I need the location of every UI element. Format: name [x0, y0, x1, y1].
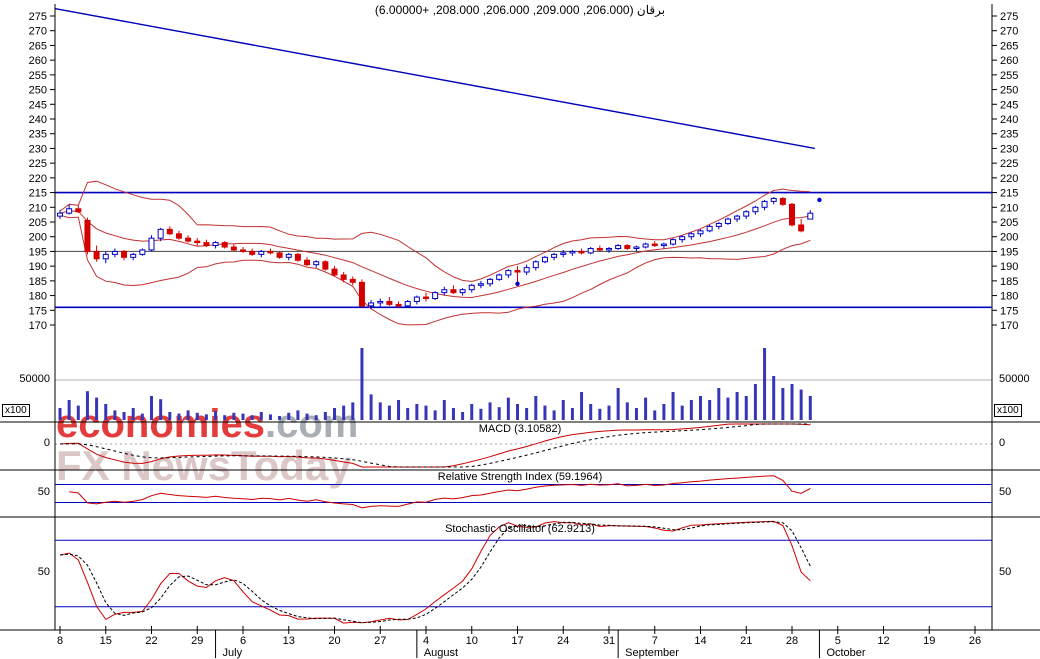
svg-text:195: 195	[1000, 246, 1018, 258]
svg-text:4: 4	[423, 635, 429, 647]
svg-text:July: July	[223, 647, 243, 659]
svg-text:26: 26	[969, 635, 981, 647]
svg-text:175: 175	[1000, 305, 1018, 317]
svg-text:8: 8	[57, 635, 63, 647]
svg-text:215: 215	[1000, 188, 1018, 200]
svg-text:200: 200	[1000, 232, 1018, 244]
svg-text:190: 190	[29, 261, 47, 273]
svg-text:205: 205	[1000, 217, 1018, 229]
svg-text:220: 220	[1000, 173, 1018, 185]
svg-text:210: 210	[29, 202, 47, 214]
svg-text:19: 19	[923, 635, 935, 647]
svg-text:24: 24	[557, 635, 569, 647]
svg-text:265: 265	[1000, 40, 1018, 52]
svg-text:15: 15	[100, 635, 112, 647]
svg-text:235: 235	[29, 129, 47, 141]
svg-text:260: 260	[29, 55, 47, 67]
svg-text:270: 270	[29, 26, 47, 38]
svg-text:240: 240	[29, 114, 47, 126]
svg-text:255: 255	[1000, 70, 1018, 82]
svg-text:240: 240	[1000, 114, 1018, 126]
stochastic-panel-layer	[55, 520, 992, 624]
svg-text:265: 265	[29, 40, 47, 52]
svg-text:210: 210	[1000, 202, 1018, 214]
svg-text:27: 27	[374, 635, 386, 647]
svg-text:200: 200	[29, 232, 47, 244]
svg-text:250: 250	[1000, 85, 1018, 97]
svg-text:August: August	[424, 647, 458, 659]
svg-text:10: 10	[466, 635, 478, 647]
svg-text:185: 185	[1000, 276, 1018, 288]
svg-text:215: 215	[29, 188, 47, 200]
svg-text:17: 17	[511, 635, 523, 647]
svg-text:28: 28	[786, 635, 798, 647]
svg-text:180: 180	[29, 291, 47, 303]
svg-text:12: 12	[877, 635, 889, 647]
svg-text:September: September	[625, 647, 679, 659]
level-lines-layer	[55, 7, 992, 381]
svg-text:13: 13	[283, 635, 295, 647]
macd-panel-layer	[55, 423, 992, 468]
volume-layer	[58, 348, 812, 420]
svg-text:14: 14	[694, 635, 706, 647]
svg-text:230: 230	[1000, 143, 1018, 155]
svg-text:5: 5	[835, 635, 841, 647]
svg-text:245: 245	[1000, 99, 1018, 111]
bollinger-bands-layer	[59, 180, 811, 326]
svg-text:170: 170	[1000, 320, 1018, 332]
svg-text:31: 31	[603, 635, 615, 647]
svg-text:275: 275	[29, 11, 47, 23]
svg-text:275: 275	[1000, 11, 1018, 23]
svg-text:21: 21	[740, 635, 752, 647]
svg-text:250: 250	[29, 85, 47, 97]
svg-text:6: 6	[240, 635, 246, 647]
svg-text:205: 205	[29, 217, 47, 229]
svg-text:October: October	[826, 647, 865, 659]
svg-text:175: 175	[29, 305, 47, 317]
svg-text:235: 235	[1000, 129, 1018, 141]
svg-text:170: 170	[29, 320, 47, 332]
price-axis-layer: 170 170 175 175 180 180 185 185 190 190 195 195 200 2…	[29, 11, 1019, 332]
svg-text:185: 185	[29, 276, 47, 288]
frame-layer	[0, 4, 1040, 631]
svg-text:225: 225	[29, 158, 47, 170]
date-axis-layer: 8 15 22 29 6 13 20 27 4 10 17 24 31 7 14 21 28 5 12 19 26 Jul…	[57, 626, 981, 659]
svg-text:270: 270	[1000, 26, 1018, 38]
svg-text:7: 7	[652, 635, 658, 647]
svg-text:230: 230	[29, 143, 47, 155]
svg-text:245: 245	[29, 99, 47, 111]
svg-text:195: 195	[29, 246, 47, 258]
rsi-panel-layer	[55, 475, 992, 509]
svg-text:260: 260	[1000, 55, 1018, 67]
svg-text:180: 180	[1000, 291, 1018, 303]
svg-text:22: 22	[145, 635, 157, 647]
svg-text:29: 29	[191, 635, 203, 647]
candlestick-layer	[57, 196, 822, 309]
svg-text:20: 20	[328, 635, 340, 647]
svg-text:190: 190	[1000, 261, 1018, 273]
svg-text:220: 220	[29, 173, 47, 185]
svg-text:225: 225	[1000, 158, 1018, 170]
svg-text:255: 255	[29, 70, 47, 82]
